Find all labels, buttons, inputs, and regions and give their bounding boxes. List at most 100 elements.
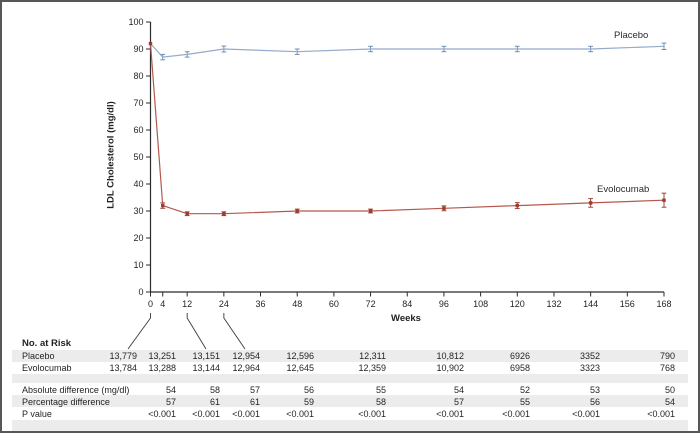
x-tick-label: 96 [439, 299, 449, 309]
data-marker [222, 212, 226, 216]
table-cell: <0.001 [436, 409, 464, 419]
data-marker [515, 203, 519, 208]
y-tick-label: 0 [138, 287, 143, 297]
leader-line [186, 313, 207, 350]
table-cell: 58 [209, 385, 220, 395]
table-cell: 10,812 [436, 351, 464, 361]
x-tick-label: 156 [620, 299, 635, 309]
x-tick-label: 0 [148, 299, 153, 309]
x-tick-label: 108 [473, 299, 488, 309]
table-cell: 53 [589, 385, 600, 395]
data-marker [442, 206, 446, 210]
y-axis-label: LDL Cholesterol (mg/dl) [105, 101, 117, 209]
table-cell: <0.001 [502, 409, 530, 419]
risk-table-title: No. at Risk [22, 338, 72, 349]
table-cell: 13,784 [109, 363, 137, 373]
table-cell: <0.001 [358, 409, 386, 419]
data-marker [161, 203, 165, 208]
table-cell: 6958 [509, 363, 530, 373]
table-cell: 57 [453, 397, 464, 407]
table-cell: 12,596 [286, 351, 314, 361]
series-label-evolocumab: Evolocumab [597, 184, 650, 195]
table-cell: 58 [375, 397, 386, 407]
data-marker [662, 198, 666, 202]
x-tick-label: 132 [546, 299, 561, 309]
table-stripe [12, 374, 688, 383]
data-marker [588, 201, 593, 205]
table-stripe [12, 420, 688, 431]
table-cell: 12,645 [286, 363, 314, 373]
table-cell: <0.001 [647, 409, 675, 419]
y-tick-label: 20 [133, 233, 143, 243]
table-cell: 3352 [579, 351, 600, 361]
y-tick-label: 30 [133, 206, 143, 216]
y-tick-label: 10 [133, 260, 143, 270]
table-cell: <0.001 [232, 409, 260, 419]
table-cell: 55 [519, 397, 530, 407]
x-tick-label: 120 [510, 299, 525, 309]
table-cell: <0.001 [148, 409, 176, 419]
series-line-evolocumab [149, 43, 665, 215]
table-cell: 768 [659, 363, 675, 373]
row-label-absolute-difference: Absolute difference (mg/dl) [22, 385, 130, 395]
x-tick-label: 84 [402, 299, 412, 309]
table-cell: 54 [165, 385, 176, 395]
table-stripe [12, 350, 688, 362]
data-marker [185, 212, 189, 216]
x-tick-label: 48 [292, 299, 302, 309]
table-stripe [12, 395, 688, 407]
table-cell: 3323 [579, 363, 600, 373]
table-cell: <0.001 [286, 409, 314, 419]
table-cell: 61 [249, 397, 260, 407]
table-cell: 56 [589, 397, 600, 407]
table-cell: 12,359 [358, 363, 386, 373]
data-marker [148, 41, 153, 46]
leader-line [127, 313, 151, 350]
table-cell: <0.001 [192, 409, 220, 419]
table-cell: 790 [659, 351, 675, 361]
table-cell: 61 [209, 397, 220, 407]
series-label-placebo: Placebo [614, 30, 649, 41]
table-cell: 13,251 [148, 351, 176, 361]
x-tick-label: 4 [160, 299, 165, 309]
table-cell: 12,954 [232, 351, 260, 361]
x-tick-label: 36 [256, 299, 266, 309]
table-cell: 13,779 [109, 351, 137, 361]
row-label-p-value: P value [22, 409, 52, 419]
table-cell: 52 [519, 385, 530, 395]
table-cell: 54 [664, 397, 675, 407]
table-cell: 13,151 [192, 351, 220, 361]
table-cell: 59 [303, 397, 314, 407]
row-label-placebo: Placebo [22, 351, 55, 361]
y-tick-label: 60 [133, 125, 143, 135]
x-tick-label: 12 [182, 299, 192, 309]
leader-line [223, 313, 246, 350]
table-cell: 50 [664, 385, 675, 395]
table-cell: 56 [303, 385, 314, 395]
y-tick-label: 100 [128, 17, 143, 27]
table-cell: 55 [375, 385, 386, 395]
x-tick-label: 24 [219, 299, 229, 309]
y-tick-label: 50 [133, 152, 143, 162]
table-cell: 13,288 [148, 363, 176, 373]
x-tick-label: 144 [583, 299, 598, 309]
y-tick-label: 40 [133, 179, 143, 189]
table-cell: 12,311 [359, 351, 386, 361]
row-label-evolocumab: Evolocumab [22, 363, 72, 373]
x-tick-label: 72 [366, 299, 376, 309]
table-cell: 13,144 [192, 363, 220, 373]
data-marker [368, 209, 373, 213]
table-cell: 57 [165, 397, 176, 407]
series-line-placebo [150, 43, 665, 58]
y-tick-label: 90 [133, 44, 143, 54]
table-cell: 57 [249, 385, 260, 395]
y-tick-label: 80 [133, 71, 143, 81]
row-label-percentage-difference: Percentage difference [22, 397, 110, 407]
table-cell: 10,902 [436, 363, 464, 373]
table-cell: 12,964 [232, 363, 260, 373]
table-cell: 54 [453, 385, 464, 395]
table-cell: 6926 [509, 351, 530, 361]
x-axis-label: Weeks [391, 313, 421, 324]
